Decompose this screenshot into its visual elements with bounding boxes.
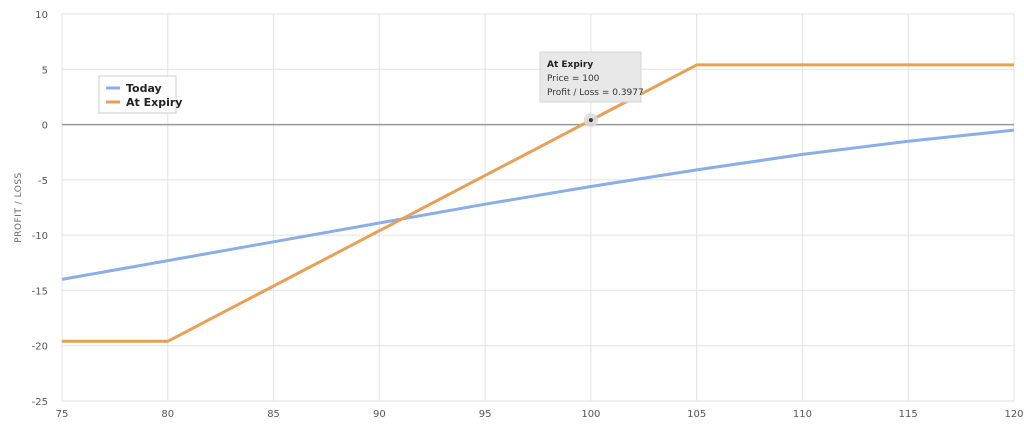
grid [61,13,1015,402]
hover-point[interactable] [588,118,593,123]
legend-box [98,75,177,114]
x-tick-label: 85 [267,409,280,420]
y-axis-label: PROFIT / LOSS [14,172,24,243]
x-tick-label: 110 [793,409,812,420]
x-tick-label: 75 [56,409,69,420]
legend-label-at-expiry: At Expiry [126,96,182,109]
y-axis-ticks: 10 5 0 -5 -10 -15 -20 -25 [32,10,48,408]
y-tick-label: -25 [32,397,48,408]
y-tick-label: -20 [32,342,48,353]
series-line-today[interactable] [61,128,1015,281]
y-tick-label: -10 [32,231,48,242]
x-axis-ticks: 75 80 85 90 95 100 105 110 115 120 [56,409,1024,420]
x-tick-label: 120 [1004,409,1023,420]
x-tick-label: 95 [479,409,492,420]
x-tick-label: 80 [161,409,174,420]
y-tick-label: 5 [42,65,48,76]
legend-label-today: Today [126,82,162,95]
series-line-at-expiry[interactable] [62,63,1014,343]
tooltip-profit-loss: Profit / Loss = 0.3977 [547,88,644,98]
tooltip-box [539,51,642,103]
x-tick-label: 90 [373,409,386,420]
series-group [61,63,1015,343]
x-tick-label: 105 [687,409,706,420]
y-tick-label: -5 [38,176,48,187]
y-tick-label: 10 [35,10,48,21]
y-tick-label: -15 [32,286,48,297]
tooltip-title: At Expiry [547,60,593,70]
legend[interactable]: Today At Expiry [98,75,182,114]
tooltip: At Expiry Price = 100 Profit / Loss = 0.… [539,51,644,103]
tooltip-price: Price = 100 [547,74,600,84]
x-tick-label: 115 [899,409,918,420]
y-tick-label: 0 [42,121,48,132]
x-tick-label: 100 [581,409,600,420]
